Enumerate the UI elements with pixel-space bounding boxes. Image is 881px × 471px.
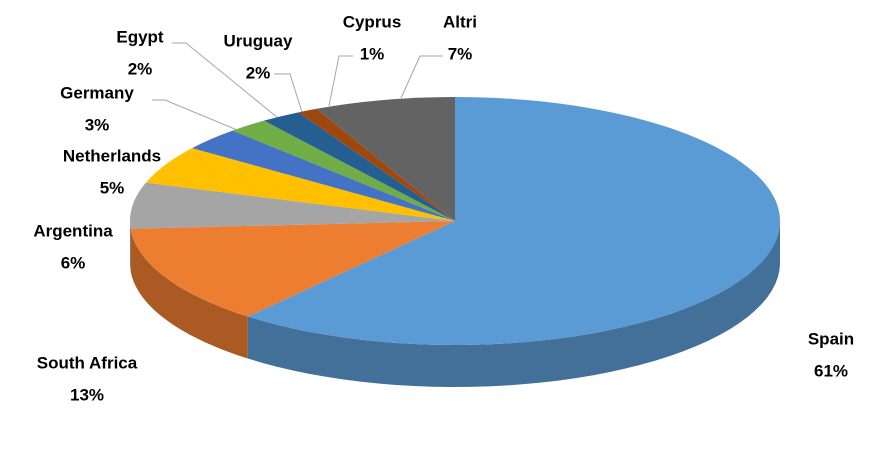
slice [316,97,455,221]
category-label: Argentina [33,221,113,240]
slice [298,108,455,221]
leader-line [152,99,243,133]
category-label: Netherlands [63,146,161,165]
leader-lines [129,42,443,229]
value-label: 3% [85,115,110,134]
category-label: Spain [808,329,854,348]
value-label: 7% [448,44,473,63]
slice [192,130,456,221]
value-label: 6% [61,253,86,272]
category-label: South Africa [37,353,138,372]
category-label: Cyprus [343,12,402,31]
pie [130,97,781,387]
leader-line [328,55,353,107]
value-label: 61% [814,361,848,380]
value-label: 2% [246,63,271,82]
slice [130,182,455,229]
leader-line [172,42,279,119]
slice [145,148,456,221]
value-label: 2% [128,59,153,78]
slice [247,97,781,345]
leader-line [400,55,443,99]
category-label: Altri [443,12,477,31]
slice-side [130,228,248,359]
slice-side [130,221,131,271]
value-label: 5% [100,178,125,197]
category-label: Germany [60,83,134,102]
category-label: Egypt [116,27,164,46]
value-label: 13% [70,385,104,404]
slice [263,112,455,221]
value-label: 1% [360,44,385,63]
labels: Spain 61% South Africa 13% Argentina 6% Nether… [33,12,854,404]
category-label: Uruguay [224,31,294,50]
slice [130,221,456,317]
slice-side [247,221,780,387]
leader-line [274,73,303,113]
slice [232,120,455,221]
